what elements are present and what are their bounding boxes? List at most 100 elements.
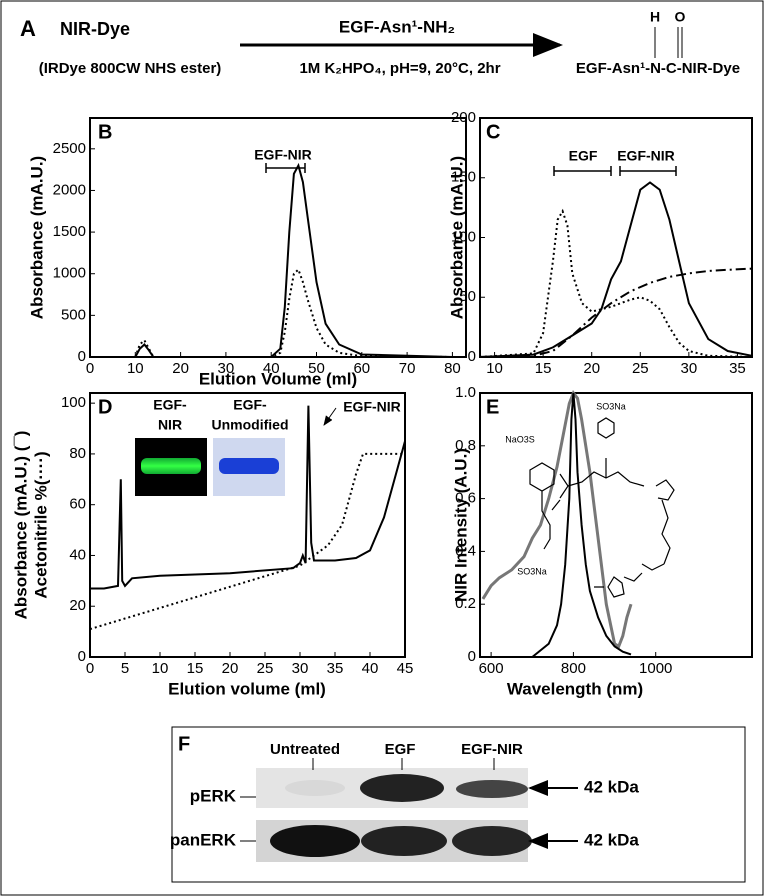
y-axis-title: Acetonitrile %(····)	[31, 451, 50, 598]
annotation: EGF	[569, 148, 598, 164]
x-tick-label: 60	[353, 360, 370, 377]
x-axis-title: Elution Volume (ml)	[199, 369, 357, 388]
x-tick-label: 25	[257, 660, 274, 677]
series-line	[531, 392, 632, 658]
y-tick-label: 1000	[53, 265, 86, 282]
x-tick-label: 80	[444, 360, 461, 377]
plot-frame	[479, 117, 753, 358]
series-line	[89, 452, 405, 631]
blot-band	[452, 826, 532, 856]
x-tick-label: 40	[362, 660, 379, 677]
inset-label: EGF-	[153, 397, 187, 413]
x-tick-label: 20	[222, 660, 239, 677]
x-tick-label: 50	[308, 360, 325, 377]
x-axis-title: Elution volume (ml)	[168, 679, 326, 698]
annotation: EGF-NIR	[617, 148, 675, 164]
x-tick-label: 30	[292, 660, 309, 677]
y-tick-label: 40	[69, 546, 86, 563]
x-tick-label: 15	[535, 360, 552, 377]
annotation: EGF-NIR	[254, 147, 312, 163]
y-tick-label: 1.0	[455, 384, 476, 401]
x-tick-label: 20	[172, 360, 189, 377]
x-tick-label: 800	[561, 660, 586, 677]
blot-band	[456, 780, 528, 798]
lane-label: Untreated	[270, 741, 340, 758]
x-tick-label: 600	[479, 660, 504, 677]
gel-band	[141, 458, 201, 474]
x-tick-label: 40	[263, 360, 280, 377]
lane-label: EGF	[385, 741, 416, 758]
panel-letter: E	[486, 396, 499, 418]
panel-letter: F	[178, 733, 190, 755]
y-axis-title: Absorbance (mA.U.)	[27, 156, 46, 319]
panel-letter: D	[98, 396, 112, 418]
x-tick-label: 20	[583, 360, 600, 377]
x-tick-label: 25	[632, 360, 649, 377]
plot-frame	[89, 117, 467, 358]
y-tick-label: 60	[69, 496, 86, 513]
y-tick-label: 100	[61, 394, 86, 411]
y-axis-title: NIR Intensity (A.U.)	[451, 448, 470, 602]
panel-letter: B	[98, 121, 112, 143]
y-tick-label: 200	[451, 109, 476, 126]
row-label: pERK	[190, 786, 237, 805]
x-tick-label: 10	[152, 660, 169, 677]
blot-band	[285, 780, 345, 796]
annotation: EGF-NIR	[343, 399, 401, 415]
inset-label: Unmodified	[212, 417, 289, 433]
product-atom: H	[650, 9, 660, 25]
product-atom: O	[675, 9, 686, 25]
x-tick-label: 10	[127, 360, 144, 377]
panel-letter: C	[486, 121, 500, 143]
x-tick-label: 35	[327, 660, 344, 677]
x-tick-label: 35	[729, 360, 746, 377]
inset-label: NIR	[158, 417, 182, 433]
y-tick-label: 0.2	[455, 595, 476, 612]
y-tick-label: 2500	[53, 140, 86, 157]
x-tick-label: 0	[86, 660, 94, 677]
structure	[529, 417, 675, 598]
gel-band	[219, 458, 279, 474]
y-tick-label: 20	[69, 597, 86, 614]
series-line	[90, 162, 453, 358]
x-tick-label: 0	[86, 360, 94, 377]
blot-band	[360, 774, 444, 802]
inset-label: EGF-	[233, 397, 267, 413]
conditions: 1M K₂HPO₄, pH=9, 20°C, 2hr	[299, 60, 500, 77]
y-tick-label: 150	[451, 169, 476, 186]
x-tick-label: 30	[681, 360, 698, 377]
y-tick-label: 80	[69, 445, 86, 462]
y-axis-title: Absorbance (mA.U.) (¯)	[11, 431, 30, 620]
y-tick-label: 0.8	[455, 437, 476, 454]
panel-frame	[171, 726, 746, 883]
series-line	[479, 208, 753, 358]
structure-label: NaO3S	[505, 434, 535, 444]
size-label: 42 kDa	[584, 777, 639, 796]
structure-label: SO3Na	[517, 566, 547, 576]
y-tick-label: 0	[468, 348, 476, 365]
series-line	[479, 181, 753, 358]
y-axis-title: Absorbance (mA.U.)	[447, 156, 466, 319]
product: EGF-Asn¹-N-C-NIR-Dye	[576, 60, 740, 77]
series-line	[481, 389, 633, 649]
y-tick-label: 0	[78, 648, 86, 665]
y-tick-label: 100	[451, 228, 476, 245]
series-line	[90, 405, 406, 590]
y-tick-label: 50	[459, 288, 476, 305]
y-tick-label: 0.6	[455, 490, 476, 507]
series-line	[90, 267, 453, 358]
panel-letter: A	[20, 16, 36, 41]
reactant-note: (IRDye 800CW NHS ester)	[39, 60, 222, 77]
lane-label: EGF-NIR	[461, 741, 523, 758]
plot-frame	[479, 392, 753, 658]
x-tick-label: 70	[399, 360, 416, 377]
x-tick-label: 1000	[639, 660, 672, 677]
series-line	[479, 267, 753, 358]
size-label: 42 kDa	[584, 830, 639, 849]
y-tick-label: 1500	[53, 223, 86, 240]
x-tick-label: 5	[121, 660, 129, 677]
row-label: panERK	[170, 830, 237, 849]
y-tick-label: 2000	[53, 181, 86, 198]
